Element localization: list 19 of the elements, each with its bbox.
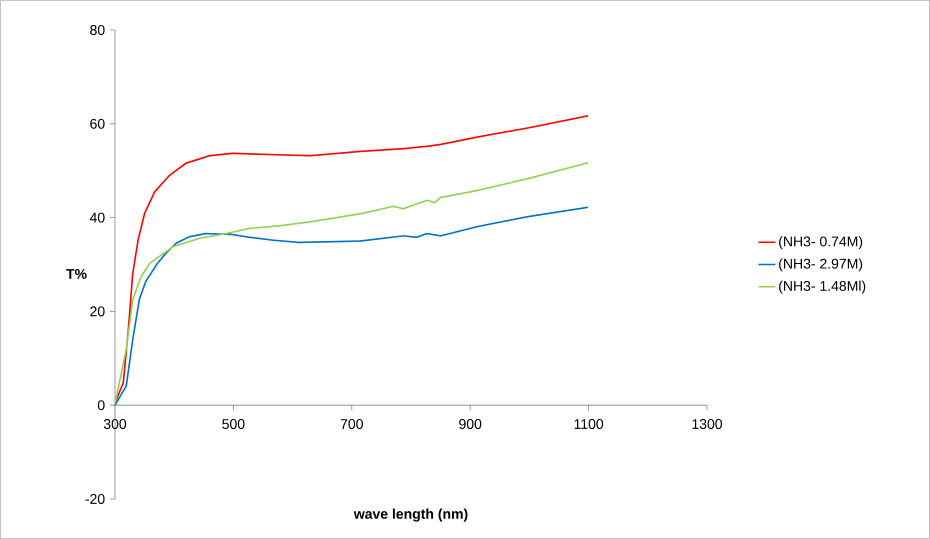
y-tick-label: 40 [90, 212, 105, 223]
legend-label: (NH3- 1.48Ml) [779, 280, 866, 294]
y-tick-label: -20 [86, 494, 105, 504]
y-tick-label: 0 [98, 400, 105, 410]
y-tick-label: 20 [90, 306, 105, 316]
line-series [114, 206, 589, 406]
legend-label: (NH3- 2.97M) [779, 258, 862, 272]
x-axis-title: wave length (nm) [354, 508, 468, 522]
y-tick-label: 60 [90, 118, 105, 129]
line-series [114, 162, 589, 405]
y-axis-title: T% [66, 268, 87, 279]
x-tick-label: 900 [459, 419, 482, 429]
x-tick-label: 1300 [692, 419, 722, 429]
x-tick-label: 1100 [574, 419, 604, 429]
x-tick-label: 700 [340, 419, 363, 429]
y-tick-label: 80 [90, 25, 105, 35]
x-tick-label: 300 [104, 419, 126, 429]
legend-label: (NH3- 0.74M) [779, 236, 862, 250]
x-tick-label: 500 [222, 419, 245, 429]
